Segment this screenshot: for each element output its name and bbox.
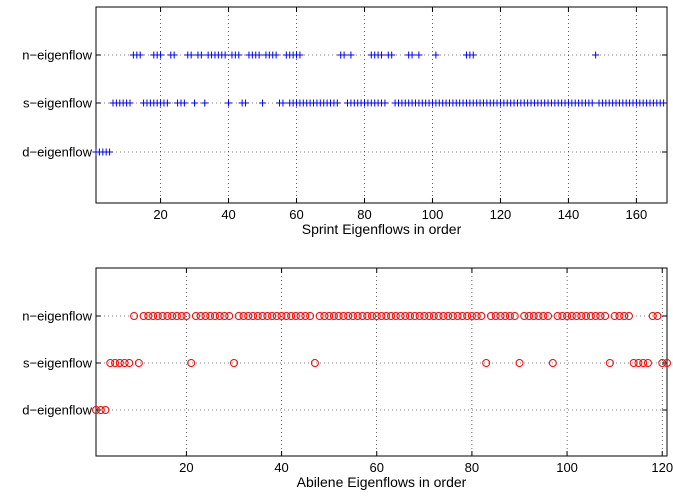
x-tick-label: 60 [370, 460, 384, 475]
x-tick-label: 40 [274, 460, 288, 475]
sprint-panel: 20 40 60 80 100 120 140 160 d−eigenflow s−eigenfl… [22, 7, 667, 237]
y-category-label: d−eigenflow [22, 145, 92, 160]
y-category-label: d−eigenflow [22, 403, 92, 418]
x-axis-label: Sprint Eigenflows in order [302, 221, 462, 237]
y-category-label: s−eigenflow [23, 96, 93, 111]
y-category-label: n−eigenflow [22, 309, 92, 324]
plot-frame [96, 268, 667, 456]
y-category-label: s−eigenflow [23, 356, 93, 371]
x-axis-label: Abilene Eigenflows in order [297, 474, 467, 490]
x-tick-label: 120 [490, 207, 512, 222]
x-tick-label: 60 [289, 207, 303, 222]
x-tick-label: 100 [556, 460, 578, 475]
x-tick-label: 80 [465, 460, 479, 475]
x-tick-label: 20 [153, 207, 167, 222]
x-tick-label: 140 [558, 207, 580, 222]
y-category-label: n−eigenflow [22, 48, 92, 63]
x-tick-label: 80 [357, 207, 371, 222]
x-tick-label: 20 [179, 460, 193, 475]
x-tick-label: 100 [422, 207, 444, 222]
abilene-panel: 20 40 60 80 100 120 d−eigenflow s−eigenflow n−ei… [22, 268, 673, 490]
x-tick-label: 40 [221, 207, 235, 222]
x-tick-label: 120 [651, 460, 673, 475]
x-tick-label: 160 [626, 207, 648, 222]
